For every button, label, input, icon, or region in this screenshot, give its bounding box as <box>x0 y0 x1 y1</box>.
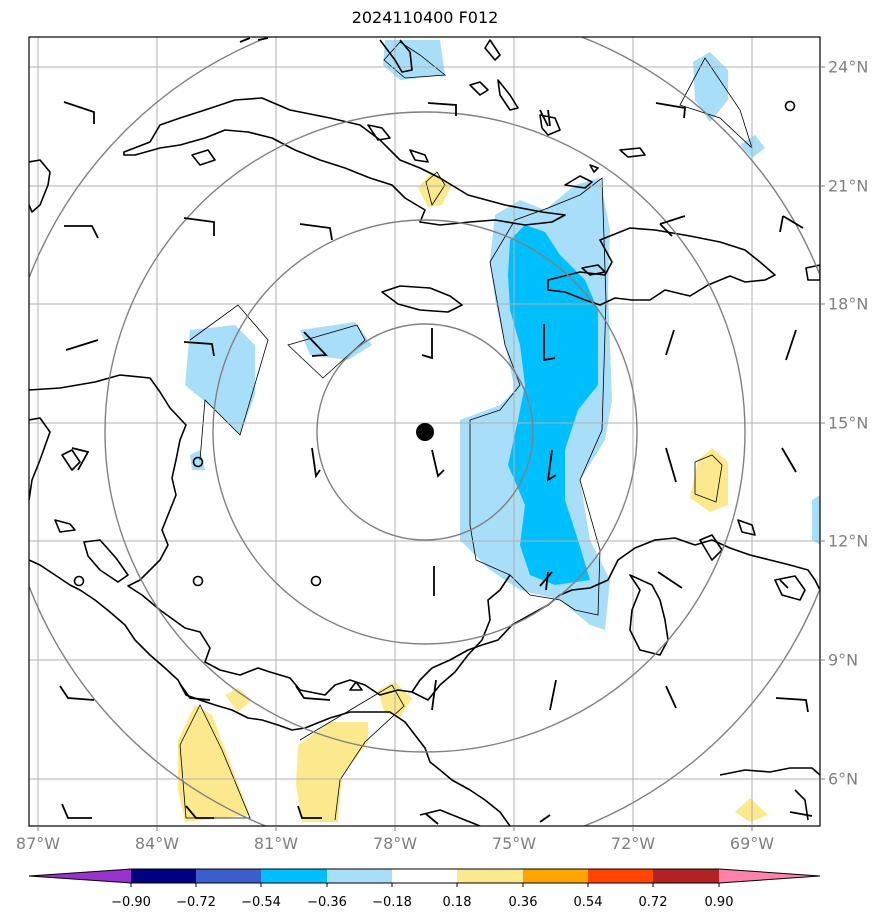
colorbar-swatch <box>457 869 523 883</box>
colorbar-swatch <box>719 869 820 883</box>
lat-label: 18°N <box>828 294 869 314</box>
colorbar-swatch <box>131 869 196 883</box>
colorbar-tick-label: 0.36 <box>508 895 538 910</box>
colorbar-tick-label: 0.72 <box>638 895 668 910</box>
graticule <box>29 37 820 826</box>
significance-contours <box>179 41 753 821</box>
lat-label: 9°N <box>828 650 859 670</box>
colorbar-tick-label: −0.36 <box>307 895 347 910</box>
lat-label: 6°N <box>828 769 859 789</box>
calm-wind-markers <box>73 100 796 587</box>
lon-label: 81°W <box>253 834 299 853</box>
colorbar-swatch <box>523 869 588 883</box>
map-frame <box>28 36 821 827</box>
lon-label: 72°W <box>610 834 656 853</box>
lon-label: 87°W <box>15 834 61 853</box>
colorbar-tick-label: −0.72 <box>176 895 216 910</box>
storm-center-marker <box>416 423 434 441</box>
colorbar-tick-label: 0.54 <box>573 895 603 910</box>
colorbar-tick-label: −0.90 <box>111 895 151 910</box>
lon-label: 69°W <box>729 834 775 853</box>
colorbar-swatch <box>653 869 719 883</box>
lon-label: 75°W <box>491 834 537 853</box>
medium-blue-regions <box>508 225 598 585</box>
colorbar <box>28 868 821 887</box>
range-rings <box>29 37 820 826</box>
lon-label: 84°W <box>134 834 180 853</box>
map-title: 2024110400 F012 <box>351 8 499 27</box>
lat-label: 15°N <box>828 413 869 433</box>
colorbar-swatch <box>327 869 392 883</box>
axis-ticks <box>37 66 825 831</box>
colorbar-swatch <box>392 869 457 883</box>
wind-barbs <box>59 37 813 825</box>
lat-label: 12°N <box>828 531 869 551</box>
lat-label: 24°N <box>828 57 869 77</box>
colorbar-swatch <box>29 869 131 883</box>
lon-label: 78°W <box>372 834 418 853</box>
colorbar-swatch <box>588 869 653 883</box>
colorbar-tick-label: −0.18 <box>372 895 412 910</box>
colorbar-swatch <box>196 869 261 883</box>
colorbar-swatch <box>261 869 327 883</box>
lat-label: 21°N <box>828 176 869 196</box>
colorbar-tick-label: 0.90 <box>704 895 734 910</box>
colorbar-tick-label: 0.18 <box>442 895 472 910</box>
colorbar-tick-label: −0.54 <box>241 895 281 910</box>
coastlines <box>29 39 820 826</box>
